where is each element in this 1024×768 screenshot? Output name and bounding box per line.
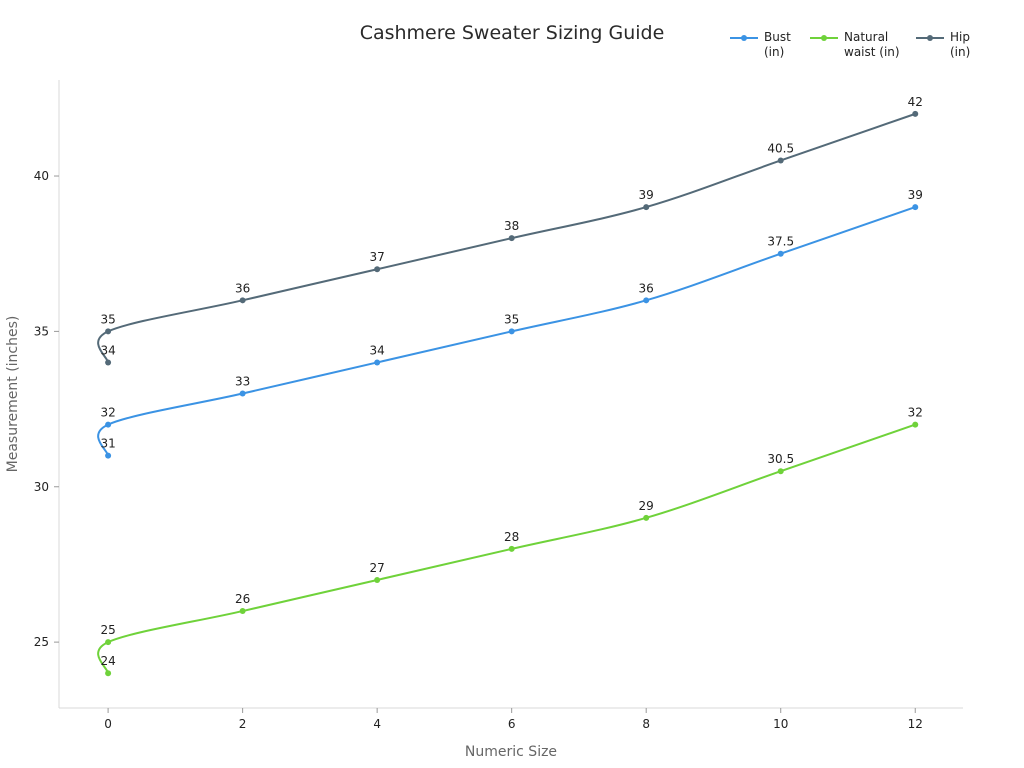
data-point [643,514,650,521]
data-point [643,297,650,304]
chart-title: Cashmere Sweater Sizing Guide [359,22,665,44]
data-label: 25 [100,623,115,637]
data-point [508,328,515,335]
legend-label: Natural waist (in) [844,30,900,59]
data-point [105,328,112,335]
x-tick-label: 2 [239,717,247,731]
data-point [105,639,112,646]
data-label: 37.5 [767,235,794,249]
x-axis-title: Numeric Size [465,744,557,760]
data-point [912,421,919,428]
data-label: 26 [235,592,250,606]
data-point [105,421,112,428]
x-tick-label: 10 [773,717,788,731]
data-point [239,390,246,397]
data-label: 24 [100,654,115,668]
legend-item-hip[interactable]: Hip (in) [916,30,980,60]
legend: Bust (in) Natural waist (in) Hip (in) [730,30,980,60]
data-point [105,452,112,459]
data-label: 28 [504,530,519,544]
data-label: 42 [908,95,923,109]
data-label: 35 [504,312,519,326]
x-tick-label: 8 [642,717,650,731]
data-point [777,250,784,257]
y-axis-title: Measurement (inches) [5,316,21,473]
x-tick-label: 0 [104,717,112,731]
data-label: 34 [100,343,115,357]
x-tick-label: 4 [373,717,381,731]
data-point [912,110,919,117]
data-point [508,235,515,242]
data-label: 31 [100,437,115,451]
data-label: 36 [639,281,654,295]
data-label: 35 [100,312,115,326]
data-label: 36 [235,281,250,295]
data-point [105,670,112,677]
data-label: 27 [370,561,385,575]
data-point [508,545,515,552]
x-tick-label: 12 [908,717,923,731]
legend-label: Bust (in) [764,30,791,59]
data-label: 38 [504,219,519,233]
data-label: 33 [235,375,250,389]
data-point [239,297,246,304]
data-label: 39 [908,188,923,202]
series-line-1 [97,423,916,674]
data-point [374,266,381,273]
legend-item-bust[interactable]: Bust (in) [730,30,798,60]
series-line-0 [97,206,916,457]
data-label: 40.5 [767,141,794,155]
data-point [777,157,784,164]
data-label: 29 [639,499,654,513]
bust-legend-marker [730,35,758,41]
data-point [374,576,381,583]
waist-legend-marker [810,35,838,41]
data-point [643,204,650,211]
data-label: 39 [639,188,654,202]
hip-legend-marker [916,35,944,41]
legend-label: Hip (in) [950,30,971,59]
series-line-2 [97,112,916,363]
legend-item-waist[interactable]: Natural waist (in) [810,30,904,60]
data-point [239,608,246,615]
data-label: 32 [908,406,923,420]
data-point [912,204,919,211]
data-label: 34 [370,343,385,357]
data-point [105,359,112,366]
data-point [374,359,381,366]
y-tick-label: 40 [34,169,49,183]
data-point [777,468,784,475]
data-label: 30.5 [767,452,794,466]
y-tick-label: 30 [34,480,49,494]
x-tick-label: 6 [508,717,516,731]
y-tick-label: 35 [34,324,49,338]
data-label: 32 [100,406,115,420]
y-tick-label: 25 [34,635,49,649]
data-label: 37 [370,250,385,264]
